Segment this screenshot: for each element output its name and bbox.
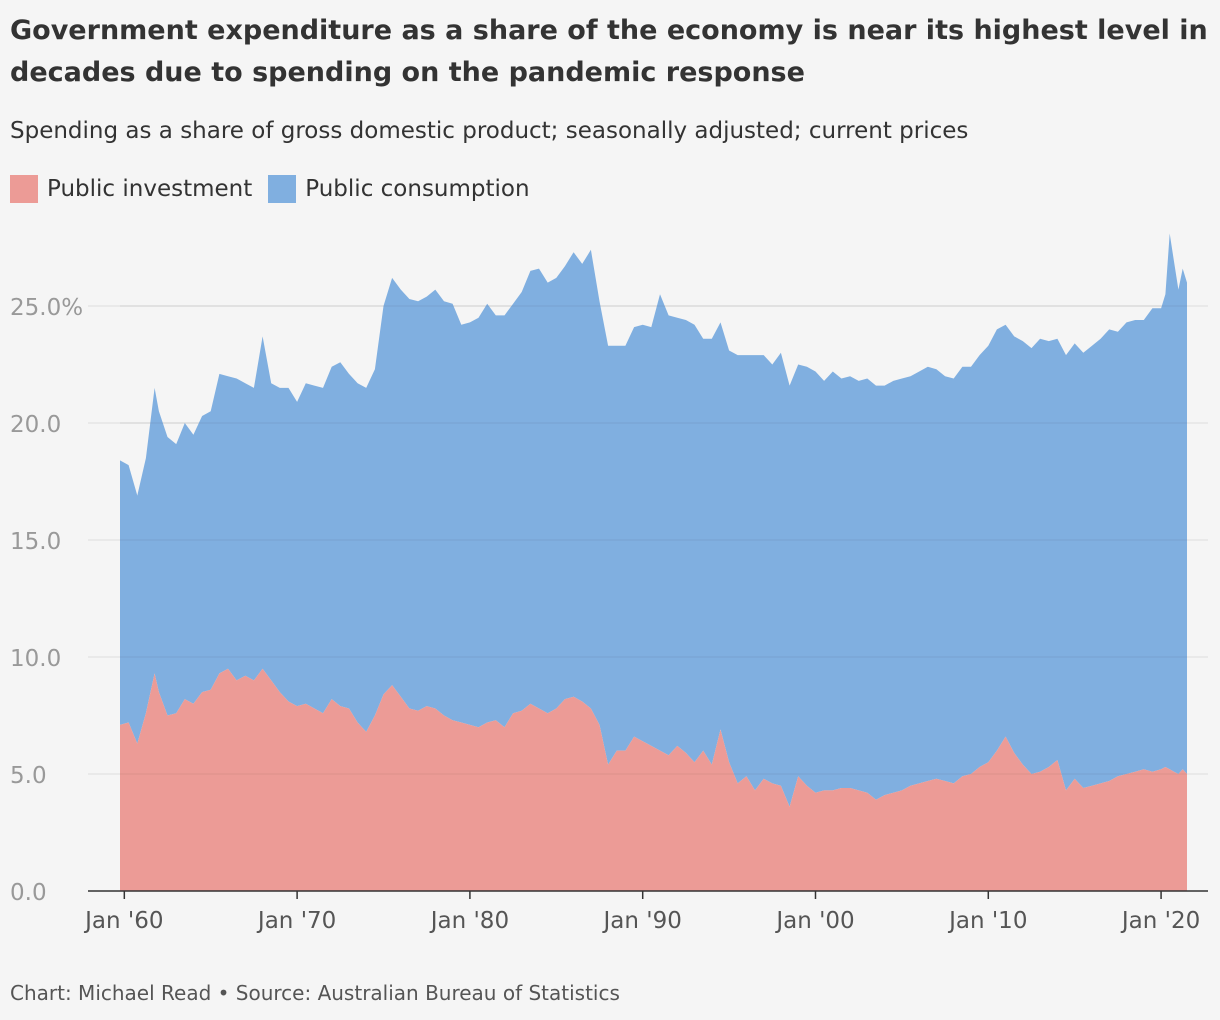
chart-subtitle: Spending as a share of gross domestic pr… bbox=[10, 118, 969, 144]
y-tick-label-2: 10.0 bbox=[10, 646, 61, 672]
chart-title: Government expenditure as a share of the… bbox=[10, 15, 1208, 88]
legend-swatch-consumption bbox=[268, 175, 297, 203]
legend-item-consumption: Public consumption bbox=[268, 175, 530, 203]
legend-swatch-investment bbox=[10, 175, 38, 203]
y-tick-label-4: 20.0 bbox=[10, 412, 61, 438]
area-public-consumption bbox=[120, 233, 1187, 807]
chart-footer: Chart: Michael Read • Source: Australian… bbox=[10, 981, 620, 1005]
x-tick-label-0: Jan '60 bbox=[83, 908, 163, 934]
x-tick-label-4: Jan '00 bbox=[774, 908, 854, 934]
area-public-investment bbox=[120, 668, 1187, 891]
y-tick-label-3: 15.0 bbox=[10, 529, 61, 555]
grid-overlay bbox=[120, 305, 1187, 775]
axes: 0.0 5.0 10.0 15.0 20.0 25.0% Jan '60 Jan '70 Jan… bbox=[10, 295, 1208, 934]
legend-label-investment: Public investment bbox=[47, 176, 253, 202]
y-tick-label-5: 25.0% bbox=[10, 295, 83, 321]
x-tick-label-3: Jan '90 bbox=[602, 908, 682, 934]
y-tick-label-1: 5.0 bbox=[10, 763, 47, 789]
x-tick-label-1: Jan '70 bbox=[256, 908, 336, 934]
area-series bbox=[120, 233, 1187, 891]
legend-item-investment: Public investment bbox=[10, 175, 252, 203]
y-tick-label-0: 0.0 bbox=[10, 880, 47, 906]
stacked-area-chart: 0.0 5.0 10.0 15.0 20.0 25.0% Jan '60 Jan '70 Jan… bbox=[10, 233, 1208, 934]
x-tick-label-5: Jan '10 bbox=[947, 908, 1027, 934]
x-tick-label-2: Jan '80 bbox=[429, 908, 509, 934]
x-tick-label-6: Jan '20 bbox=[1120, 908, 1200, 934]
legend-label-consumption: Public consumption bbox=[305, 176, 530, 202]
chart-legend: Public investment Public consumption bbox=[10, 172, 546, 206]
